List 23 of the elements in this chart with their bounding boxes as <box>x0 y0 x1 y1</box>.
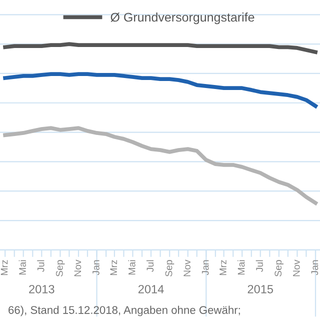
x-tick-label: Mrz <box>220 260 226 276</box>
x-tick-label: Mai <box>128 260 136 275</box>
text: 66), Stand 15.12.2018, Angaben ohne Gewähr; <box>8 306 240 316</box>
x2-tick-label: 2014 <box>138 284 164 294</box>
x-tick-label: Sep <box>165 260 174 276</box>
x-tick-label: Nov <box>74 260 82 276</box>
x-tick-label: Nov <box>293 260 300 276</box>
x-tick-label: Jul <box>37 260 44 272</box>
x-tick-label: Jul <box>146 260 154 272</box>
x-tick-label: Sep <box>56 260 65 276</box>
x-tick-label: Mrz <box>0 260 8 276</box>
x-tick-label: Jul <box>256 260 263 272</box>
x-tick-label: Mai <box>238 260 245 275</box>
x-tick-label: Nov <box>184 260 190 276</box>
x-tick-label: Jan <box>202 260 209 276</box>
x-tick-label: Jan <box>311 260 318 276</box>
x-tick-label: Sep <box>274 260 284 276</box>
legend-label: Ø Grundversorgungstarife <box>110 12 254 24</box>
x2-tick-label: 2013 <box>29 284 54 294</box>
x-tick-label: Mrz <box>110 260 117 276</box>
x-tick-label: Mai <box>18 260 26 275</box>
x-tick-label: Jan <box>92 260 100 276</box>
x2-tick-label: 2015 <box>248 284 274 294</box>
